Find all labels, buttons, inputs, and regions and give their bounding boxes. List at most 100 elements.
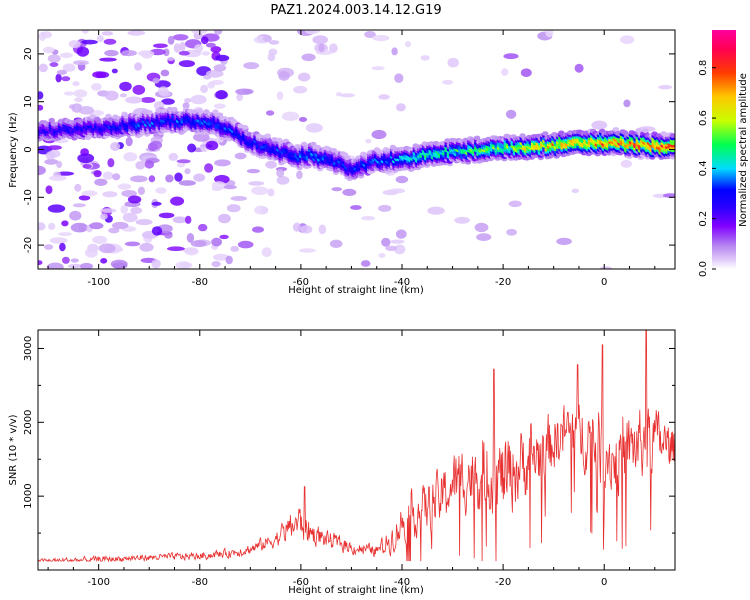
heatmap-cell	[318, 43, 325, 53]
heatmap-cell	[184, 98, 192, 103]
heatmap-cell	[364, 31, 376, 38]
heatmap-cell	[144, 160, 155, 169]
heatmap-cell	[153, 43, 168, 49]
colorbar-tick-label: 0.8	[698, 60, 709, 76]
heatmap-cell	[68, 263, 83, 269]
heatmap-cell	[248, 181, 265, 186]
heatmap-cell	[476, 233, 492, 242]
heatmap-cell	[73, 89, 88, 98]
heatmap-cell	[178, 50, 190, 56]
heatmap-cell	[89, 114, 96, 119]
heatmap-cell	[204, 163, 214, 173]
heatmap-cell	[178, 180, 196, 186]
heatmap-cell	[103, 38, 117, 45]
heatmap-cell	[218, 213, 231, 224]
heatmap-cell	[96, 34, 104, 43]
heatmap-cell	[219, 234, 229, 240]
heatmap-cell	[62, 63, 76, 72]
heatmap-cell	[211, 237, 223, 247]
heatmap-cell	[93, 170, 102, 178]
heatmap-cell	[339, 93, 356, 98]
heatmap-cell	[261, 247, 272, 258]
heatmap-cell	[381, 237, 391, 247]
heatmap-cell	[350, 205, 362, 210]
snr-ylabel: SNR (10 * v/v)	[8, 414, 19, 485]
heatmap-cell	[235, 88, 253, 95]
y-tick-label: 0	[23, 146, 34, 152]
heatmap-cell	[237, 240, 254, 249]
heatmap-cell	[662, 193, 675, 198]
heatmap-cell	[184, 247, 199, 256]
heatmap-cell	[198, 223, 208, 232]
heatmap-cell	[545, 30, 554, 38]
heatmap-cell	[210, 80, 224, 85]
x-tick-label: 0	[601, 277, 607, 288]
heatmap-cell	[124, 241, 141, 247]
heatmap-cell	[104, 90, 119, 101]
heatmap-cell	[213, 103, 226, 109]
heatmap-cell	[167, 57, 175, 61]
heatmap-cell	[130, 175, 148, 183]
x-tick-label: -80	[192, 277, 208, 288]
heatmap-cell	[175, 261, 193, 269]
heatmap-cell	[556, 237, 572, 245]
heatmap-cell	[503, 53, 519, 60]
heatmap-cell	[298, 117, 308, 122]
heatmap-cell	[394, 73, 404, 83]
x-tick-label: -60	[293, 577, 309, 588]
heatmap-cell	[167, 246, 185, 251]
heatmap-cell	[293, 85, 308, 94]
heatmap-cell	[100, 208, 117, 213]
heatmap-cell	[241, 124, 249, 130]
heatmap-cell	[265, 160, 277, 169]
heatmap-cell	[112, 173, 121, 181]
heatmap-cell	[205, 140, 219, 151]
heatmap-cell	[230, 196, 248, 201]
x-tick-label: -40	[394, 577, 410, 588]
heatmap-cell	[159, 91, 171, 97]
heatmap-cell	[43, 46, 55, 54]
heatmap-cell	[119, 81, 132, 92]
heatmap-cell	[82, 164, 92, 169]
heatmap-cell	[72, 203, 86, 208]
heatmap-cell	[344, 155, 351, 161]
heatmap-cell	[121, 190, 137, 197]
heatmap-cell	[642, 128, 649, 134]
heatmap-cell	[130, 207, 143, 214]
heatmap-cell	[420, 55, 430, 61]
heatmap-cell	[122, 212, 138, 223]
heatmap-cell	[395, 229, 407, 239]
heatmap-cell	[342, 188, 357, 196]
heatmap-cell	[185, 215, 192, 224]
heatmap-cell	[361, 216, 376, 221]
heatmap-cell	[38, 260, 43, 265]
heatmap-cell	[137, 50, 155, 57]
heatmap-cell	[179, 41, 186, 51]
heatmap-cell	[571, 188, 580, 194]
heatmap-cell	[389, 188, 406, 194]
heatmap-cell	[268, 48, 278, 56]
heatmap-cell	[190, 240, 207, 248]
heatmap-cell	[38, 91, 44, 100]
heatmap-cell	[669, 133, 675, 138]
colorbar-tick-label: 0.6	[698, 110, 709, 126]
heatmap-cell	[447, 57, 459, 68]
heatmap-cell	[172, 34, 189, 41]
heatmap-cell	[74, 183, 82, 192]
heatmap-cell	[48, 222, 56, 230]
heatmap-cell	[574, 63, 584, 73]
heatmap-cell	[70, 258, 79, 263]
heatmap-cell	[193, 173, 206, 182]
heatmap-cell	[100, 258, 108, 264]
heatmap-cell	[612, 127, 620, 132]
heatmap-cell	[74, 97, 83, 103]
heatmap-cell	[214, 30, 223, 35]
heatmap-cell	[149, 140, 163, 150]
heatmap-cell	[61, 220, 69, 227]
heatmap-cell	[394, 244, 406, 255]
heatmap-cell	[102, 191, 118, 198]
heatmap-cell	[378, 253, 386, 258]
heatmap-cell	[252, 226, 264, 233]
heatmap-cell	[123, 152, 138, 162]
